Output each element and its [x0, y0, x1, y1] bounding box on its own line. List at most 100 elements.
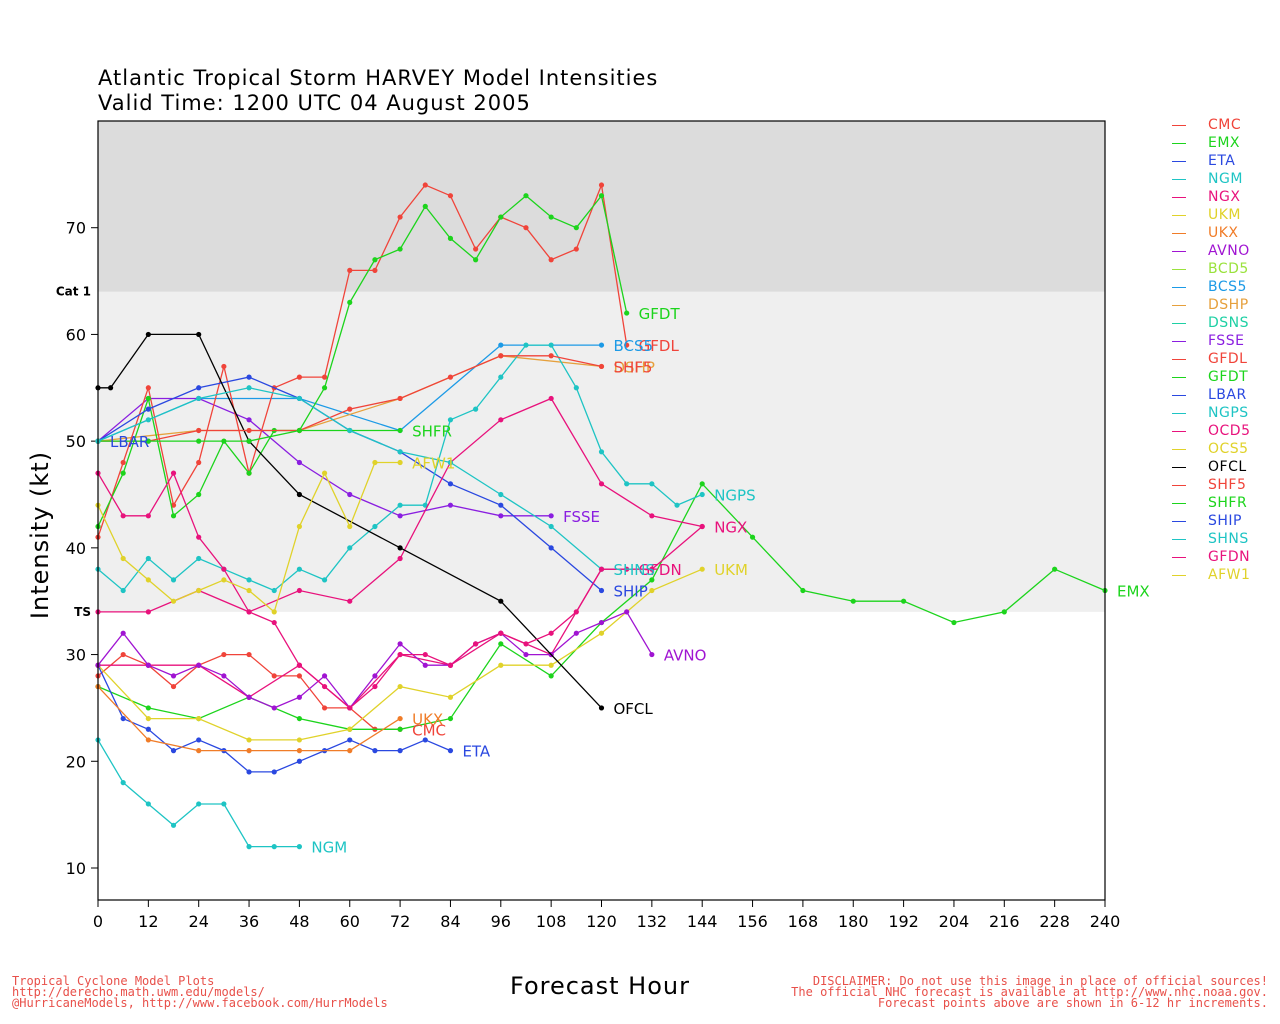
x-tick-label: 228	[1039, 912, 1070, 931]
series-point	[271, 705, 277, 711]
series-point	[598, 566, 605, 572]
series-end-label: GFDL	[639, 337, 680, 355]
series-point	[548, 342, 554, 348]
series-point	[246, 694, 252, 700]
legend-item: GFDL	[1172, 350, 1250, 368]
legend-label: GFDT	[1208, 369, 1249, 385]
series-point	[145, 406, 151, 412]
series-point	[196, 555, 202, 562]
series-point	[221, 577, 227, 583]
series-point	[624, 566, 630, 572]
series-point	[397, 395, 403, 402]
legend-item: SHNS	[1172, 530, 1250, 548]
x-tick-label: 132	[637, 912, 668, 931]
series-point	[548, 545, 554, 551]
legend-item: AFW1	[1172, 566, 1250, 584]
series-end-label: NGX	[714, 519, 747, 537]
series-point	[397, 449, 403, 455]
series-point	[120, 715, 126, 722]
disclaimer-line: Forecast points above are shown in 6-12 …	[877, 996, 1268, 1010]
series-point	[548, 673, 554, 679]
series-ukm	[95, 566, 705, 743]
series-point	[120, 630, 126, 636]
series-point	[347, 748, 353, 754]
series-end-label: NGPS	[714, 486, 755, 504]
series-point	[145, 417, 151, 423]
series-point	[498, 630, 504, 636]
series-point	[372, 523, 378, 530]
series-point	[447, 235, 454, 241]
series-end-label: UKX	[412, 711, 443, 729]
legend-swatch	[1172, 430, 1186, 432]
series-point	[699, 481, 705, 487]
series-point	[347, 737, 353, 743]
series-point	[598, 705, 605, 711]
series-point	[170, 673, 177, 679]
legend-swatch	[1172, 142, 1186, 144]
series-end-label: SHF5	[614, 358, 653, 376]
series-point	[397, 427, 403, 434]
series-point	[296, 374, 302, 380]
legend-item: DSHP	[1172, 296, 1250, 314]
series-point	[271, 673, 277, 679]
series-point	[120, 555, 126, 562]
y-tick-label: 10	[66, 859, 86, 878]
footer-credit-line[interactable]: http://derecho.math.uwm.edu/models/	[12, 985, 265, 999]
series-point	[1052, 566, 1058, 572]
series-point	[699, 566, 705, 572]
legend-item: ETA	[1172, 152, 1250, 170]
series-point	[221, 801, 227, 807]
series-point	[422, 737, 428, 743]
series-point	[296, 844, 302, 850]
series-point	[296, 491, 302, 498]
series-end-label: BCS5	[614, 337, 654, 355]
series-end-label: NGM	[311, 839, 347, 857]
series-point	[145, 801, 151, 807]
series-end-label: LBAR	[110, 433, 149, 451]
legend-item: SHF5	[1172, 476, 1250, 494]
series-point	[246, 748, 252, 754]
series-point	[901, 598, 907, 604]
series-point	[221, 673, 227, 679]
legend-label: AFW1	[1208, 567, 1251, 583]
legend-item: SHIP	[1172, 512, 1250, 530]
series-point	[246, 651, 252, 658]
legend-swatch	[1172, 250, 1186, 252]
series-ngps	[95, 342, 705, 594]
x-tick-label: 24	[189, 912, 209, 931]
series-gfdn	[95, 470, 630, 711]
series-point	[246, 737, 252, 743]
series-point	[196, 662, 202, 668]
legend: CMC EMX ETA NGM NGX UKM UKX AVNO BCD5 BCS5 DSHP DSN…	[1172, 116, 1250, 584]
series-point	[699, 491, 705, 498]
series-point	[473, 257, 479, 263]
series-point	[246, 427, 252, 434]
series-point	[397, 748, 403, 754]
series-point	[548, 395, 554, 402]
series-point	[573, 246, 579, 252]
footer-credit-line[interactable]: @HurricaneModels, http://www.facebook.co…	[12, 996, 388, 1010]
threshold-label: Cat 1	[56, 285, 91, 299]
series-end-label: GFDN	[639, 561, 682, 579]
legend-item: NGX	[1172, 188, 1250, 206]
series-point	[523, 651, 529, 658]
legend-item: CMC	[1172, 116, 1250, 134]
legend-label: GFDL	[1208, 351, 1248, 367]
series-point	[397, 651, 403, 658]
series-point	[296, 737, 302, 743]
series-point	[170, 683, 177, 690]
legend-item: OCD5	[1172, 422, 1250, 440]
legend-swatch	[1172, 214, 1186, 216]
x-tick-label: 240	[1090, 912, 1121, 931]
series-point	[321, 577, 328, 583]
series-point	[120, 587, 126, 594]
series-point	[145, 737, 151, 743]
legend-item: BCD5	[1172, 260, 1250, 278]
series-point	[196, 459, 202, 466]
series-point	[447, 374, 454, 380]
series-point	[170, 470, 177, 476]
series-point	[196, 491, 202, 498]
legend-item: OCS5	[1172, 440, 1250, 458]
series-point	[447, 481, 454, 487]
